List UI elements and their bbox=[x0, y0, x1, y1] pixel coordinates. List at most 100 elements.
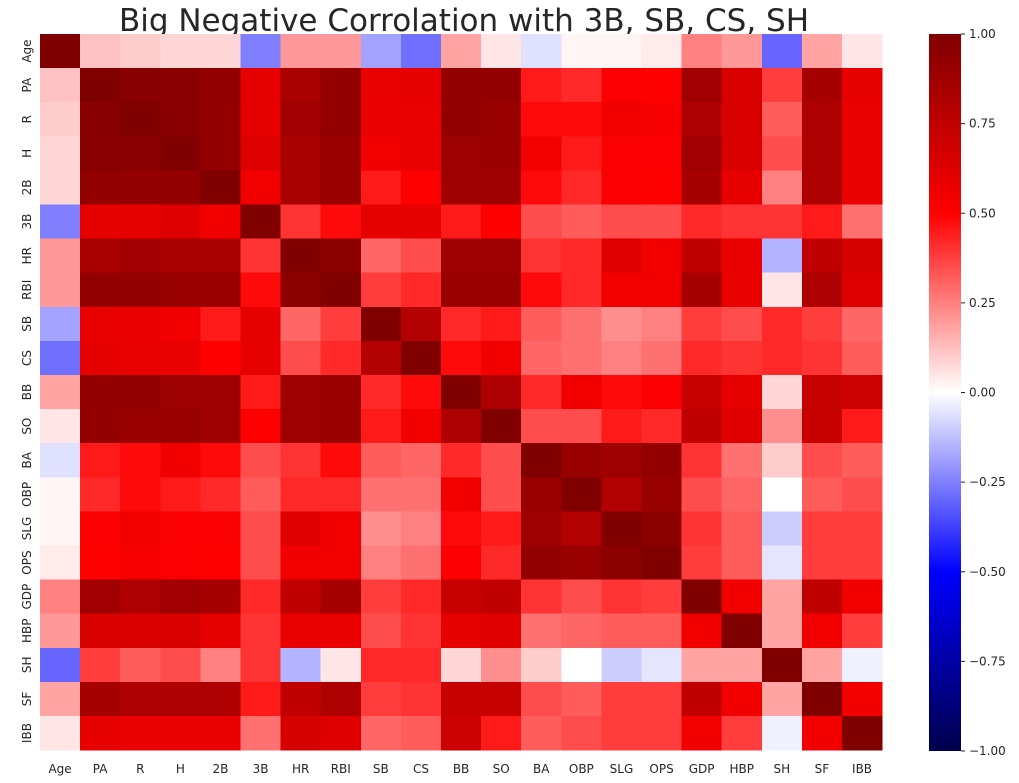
heatmap-cell bbox=[521, 238, 562, 274]
heatmap-cell bbox=[200, 340, 242, 376]
heatmap-cell bbox=[801, 511, 843, 547]
colorbar-tick-label: −0.25 bbox=[969, 475, 1006, 489]
x-tick-label: SH bbox=[774, 762, 791, 776]
y-tick-label: SLG bbox=[20, 517, 34, 541]
heatmap-cell bbox=[80, 306, 121, 342]
heatmap-cell bbox=[320, 102, 362, 137]
heatmap-cell bbox=[240, 409, 282, 444]
heatmap-cell bbox=[441, 204, 482, 240]
heatmap-cell bbox=[441, 716, 482, 751]
x-axis-tick-labels: Age PA R H 2B 3B HR RBI SB CS BB SO BA OBP SLG OPS GDP HB… bbox=[48, 762, 872, 776]
heatmap-cell bbox=[721, 647, 763, 683]
x-tick-label: Age bbox=[48, 762, 71, 776]
heatmap-cell bbox=[120, 443, 161, 478]
heatmap-cell bbox=[641, 647, 683, 683]
heatmap-cell bbox=[320, 477, 362, 512]
heatmap-cell bbox=[160, 647, 201, 683]
heatmap-cell bbox=[40, 170, 81, 206]
heatmap-cell bbox=[842, 306, 883, 342]
heatmap-cell bbox=[400, 102, 442, 137]
heatmap-cell bbox=[200, 34, 242, 69]
heatmap-cell bbox=[40, 511, 81, 547]
heatmap-cell bbox=[80, 716, 121, 751]
heatmap-cell bbox=[561, 511, 602, 547]
heatmap-cell bbox=[842, 170, 883, 206]
heatmap-cell bbox=[561, 579, 602, 615]
heatmap-cell bbox=[721, 545, 763, 581]
heatmap-cell bbox=[320, 511, 362, 547]
heatmap-cell bbox=[240, 238, 282, 274]
heatmap-cell bbox=[360, 511, 402, 547]
heatmap-cell bbox=[481, 102, 522, 137]
heatmap-cell bbox=[400, 170, 442, 206]
heatmap-cell bbox=[521, 579, 562, 615]
heatmap-cell bbox=[160, 340, 201, 376]
heatmap-cell bbox=[280, 511, 322, 547]
heatmap-cell bbox=[80, 34, 121, 69]
colorbar-tick-label: 0.25 bbox=[969, 296, 996, 310]
heatmap-cell bbox=[40, 136, 81, 171]
heatmap-cell bbox=[80, 170, 121, 206]
heatmap-cell bbox=[360, 613, 402, 649]
heatmap-cell bbox=[80, 272, 121, 308]
heatmap-cell bbox=[400, 272, 442, 308]
x-tick-label: SF bbox=[815, 762, 830, 776]
heatmap-cell bbox=[801, 681, 843, 717]
heatmap-cell bbox=[721, 102, 763, 137]
heatmap-cell bbox=[400, 306, 442, 342]
heatmap-cell bbox=[801, 306, 843, 342]
heatmap-cell bbox=[40, 477, 81, 512]
heatmap-cell bbox=[601, 716, 643, 751]
heatmap-cell bbox=[280, 477, 322, 512]
heatmap-cell bbox=[200, 272, 242, 308]
heatmap-cell bbox=[280, 716, 322, 751]
heatmap-cell bbox=[761, 511, 803, 547]
heatmap-cell bbox=[681, 443, 723, 478]
heatmap-cell bbox=[80, 613, 121, 649]
y-tick-label: HBP bbox=[20, 619, 34, 644]
heatmap-cell bbox=[641, 511, 683, 547]
heatmap-cell bbox=[360, 68, 402, 103]
heatmap-cell bbox=[80, 477, 121, 512]
heatmap-cell bbox=[200, 545, 242, 581]
heatmap-cell bbox=[40, 579, 81, 615]
heatmap-cell bbox=[521, 545, 562, 581]
heatmap-cell bbox=[641, 136, 683, 171]
heatmap-cell bbox=[641, 443, 683, 478]
heatmap-cell bbox=[280, 102, 322, 137]
heatmap-cell bbox=[360, 170, 402, 206]
heatmap-cell bbox=[200, 306, 242, 342]
heatmap-cell bbox=[721, 68, 763, 103]
heatmap-cell bbox=[681, 68, 723, 103]
heatmap-cell bbox=[521, 68, 562, 103]
y-tick-label: H bbox=[20, 149, 34, 158]
heatmap-cell bbox=[721, 272, 763, 308]
heatmap-cell bbox=[561, 102, 602, 137]
heatmap-cell bbox=[160, 409, 201, 444]
heatmap-cell bbox=[801, 272, 843, 308]
heatmap-cell bbox=[801, 647, 843, 683]
heatmap-cell bbox=[40, 68, 81, 103]
heatmap-cell bbox=[400, 443, 442, 478]
heatmap-cell bbox=[801, 477, 843, 512]
heatmap-cell bbox=[400, 204, 442, 240]
heatmap-cell bbox=[120, 545, 161, 581]
heatmap-cell bbox=[761, 136, 803, 171]
heatmap-cell bbox=[320, 613, 362, 649]
heatmap-cell bbox=[801, 545, 843, 581]
heatmap-cell bbox=[521, 306, 562, 342]
heatmap-cell bbox=[240, 681, 282, 717]
heatmap-cell bbox=[481, 716, 522, 751]
heatmap-cell bbox=[761, 477, 803, 512]
heatmap-cell bbox=[120, 716, 161, 751]
heatmap-cell bbox=[761, 272, 803, 308]
heatmap-cell bbox=[761, 613, 803, 649]
heatmap-cell bbox=[761, 545, 803, 581]
heatmap-cell bbox=[240, 511, 282, 547]
heatmap-cell bbox=[120, 613, 161, 649]
heatmap-cell bbox=[320, 170, 362, 206]
heatmap-cell bbox=[441, 443, 482, 478]
heatmap-cell bbox=[280, 204, 322, 240]
heatmap-cell bbox=[240, 136, 282, 171]
heatmap-cell bbox=[481, 34, 522, 69]
